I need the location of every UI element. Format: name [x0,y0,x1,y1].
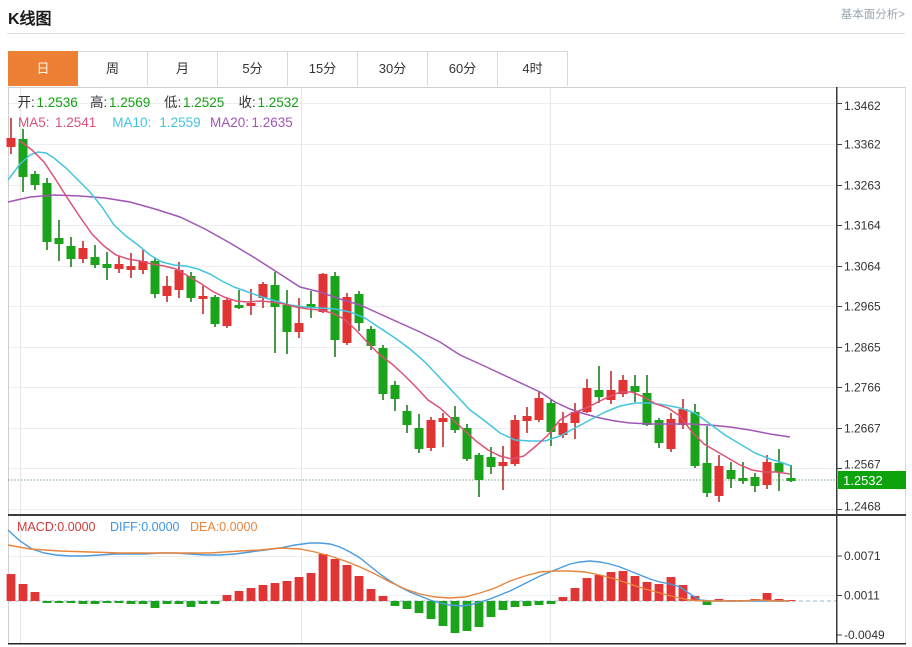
svg-text:1.3064: 1.3064 [844,260,881,274]
svg-text:1.2766: 1.2766 [844,381,881,395]
svg-text:1.2567: 1.2567 [844,458,881,472]
svg-text:1.3362: 1.3362 [844,138,881,152]
svg-text:1.3263: 1.3263 [844,179,881,193]
svg-text:1.2965: 1.2965 [844,300,881,314]
svg-text:1.2532: 1.2532 [843,473,883,488]
svg-text:-0.0049: -0.0049 [844,628,885,642]
svg-text:1.2468: 1.2468 [844,500,881,514]
svg-text:0.0011: 0.0011 [844,589,880,603]
svg-text:1.3462: 1.3462 [844,99,881,113]
svg-text:1.3164: 1.3164 [844,219,881,233]
svg-text:1.2667: 1.2667 [844,422,881,436]
svg-text:0.0071: 0.0071 [844,549,881,563]
svg-text:1.2865: 1.2865 [844,341,881,355]
